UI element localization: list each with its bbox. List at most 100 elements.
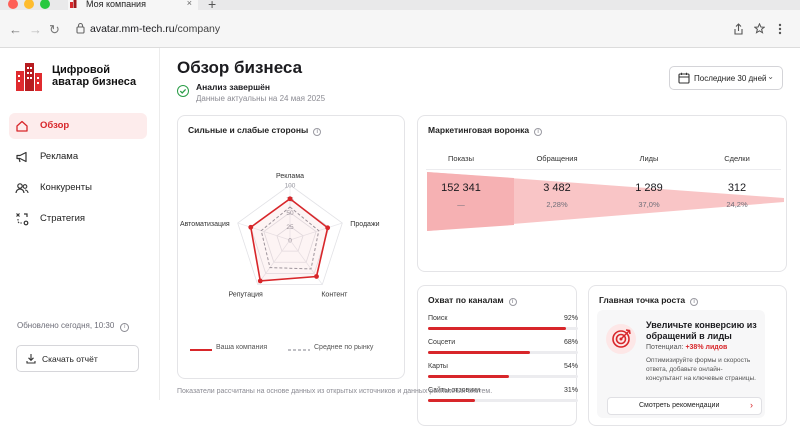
sidebar-item-strategy[interactable]: Стратегия — [9, 206, 147, 232]
download-icon — [26, 354, 36, 364]
radar-tick-label: 25 — [286, 224, 294, 231]
channel-percent: 54% — [563, 363, 578, 370]
update-status: Обновлено сегодня, 10:30 i — [17, 321, 130, 332]
bookmark-star-icon[interactable] — [754, 23, 765, 34]
legend-market-swatch — [288, 349, 310, 351]
funnel-stage-pct: 24,2% — [726, 200, 748, 209]
sidebar-item-label: Конкуренты — [40, 182, 92, 193]
company-data-point — [257, 278, 263, 284]
sidebar-item-overview[interactable]: Обзор — [9, 113, 147, 139]
radar-category-label: Репутация — [229, 291, 263, 298]
close-window-button[interactable] — [8, 0, 18, 9]
sidebar-item-label: Обзор — [40, 120, 70, 131]
radar-category-label: Автоматизация — [180, 221, 230, 228]
divider — [426, 169, 781, 170]
radar-spoke — [237, 222, 291, 241]
radar-grid-ring — [237, 184, 343, 285]
channel-name: Карты — [428, 363, 448, 370]
channel-bar-track — [428, 375, 578, 378]
reload-button[interactable]: ↻ — [49, 22, 60, 37]
radar-category-label: Контент — [321, 291, 348, 298]
browser-tab[interactable]: Моя компания × — [68, 0, 198, 10]
channel-percent: 68% — [563, 339, 578, 346]
potential-value: +38% лидов — [685, 344, 728, 351]
info-icon[interactable]: i — [508, 298, 517, 306]
strategy-icon — [16, 213, 29, 226]
sidebar-item-ads[interactable]: Реклама — [9, 144, 147, 170]
sidebar-item-label: Стратегия — [40, 213, 86, 224]
funnel-stage-value: 152 341 — [441, 182, 481, 194]
channel-name: Поиск — [428, 315, 448, 322]
company-series-line — [249, 197, 329, 282]
users-icon — [15, 183, 29, 194]
sidebar-item-label: Реклама — [40, 151, 79, 162]
growth-description: Оптимизируйте формы и скорость ответа, д… — [646, 357, 756, 382]
info-icon[interactable]: i — [534, 128, 543, 136]
channel-percent: 31% — [563, 387, 578, 394]
forward-button[interactable]: → — [29, 22, 42, 37]
footer-note: Показатели рассчитаны на основе данных и… — [177, 388, 493, 395]
status-subtitle: Данные актуальны на 24 мая 2025 — [196, 94, 326, 103]
info-icon[interactable]: i — [313, 128, 322, 136]
channel-name: Сайты-отзовики — [428, 387, 481, 394]
funnel-card: Маркетинговая воронка i Показы 152 341 — … — [417, 115, 787, 272]
info-icon[interactable]: i — [690, 298, 699, 306]
channels-card: Охват по каналам i Поиск 92% Соцсети 68% Карт… — [417, 285, 578, 426]
channels-title: Охват по каналам — [428, 295, 504, 305]
card-title: Маркетинговая воронка i — [428, 125, 543, 136]
sidebar-item-competitors[interactable]: Конкуренты — [9, 175, 147, 201]
minimize-window-button[interactable] — [24, 0, 34, 9]
channel-bar-fill — [428, 375, 509, 378]
company-data-point — [314, 274, 319, 279]
address-bar-row: ← → ↻ avatar.mm-tech.ru/company — [0, 10, 800, 48]
legend-company: Ваша компания — [216, 344, 268, 351]
funnel-stage-pct: 2,28% — [546, 200, 568, 209]
radar-spoke — [257, 239, 291, 285]
strengths-title: Сильные и слабые стороны — [188, 125, 309, 135]
back-button[interactable]: ← — [9, 22, 22, 37]
url-field[interactable]: avatar.mm-tech.ru/company — [70, 18, 790, 40]
browser-chrome: Моя компания × + ← → ↻ avatar.mm-tech.ru… — [0, 0, 800, 48]
new-tab-button[interactable]: + — [208, 0, 217, 12]
card-title: Охват по каналам i — [428, 295, 517, 306]
brand-name: Цифровой аватар бизнеса — [52, 64, 136, 88]
url-text: avatar.mm-tech.ru/company — [90, 23, 220, 35]
channel-percent: 92% — [563, 315, 578, 322]
funnel-stage-label: Показы — [448, 154, 474, 163]
funnel-stage-pct: — — [457, 200, 465, 209]
funnel-stage-label: Лиды — [639, 154, 659, 163]
chevron-right-icon: › — [750, 400, 753, 410]
potential-label: Потенциал: — [646, 344, 684, 351]
funnel-stage-label: Обращения — [536, 154, 578, 163]
share-icon[interactable] — [733, 23, 744, 35]
info-icon[interactable]: i — [120, 323, 130, 332]
date-range-select[interactable]: Последние 30 дней ⌄ — [669, 66, 783, 90]
channel-bar-fill — [428, 327, 566, 330]
url-host: avatar.mm-tech.ru — [90, 23, 175, 35]
radar-spoke — [289, 222, 343, 241]
favicon-icon — [70, 0, 77, 8]
growth-recommendation: Увеличьте конверсию из обращений в лиды … — [597, 310, 765, 418]
browser-menu-icon[interactable] — [778, 23, 782, 35]
funnel-shape — [427, 172, 784, 231]
channel-name: Соцсети — [428, 339, 456, 346]
company-data-point — [287, 196, 293, 202]
download-report-button[interactable]: Скачать отчёт — [16, 345, 139, 372]
legend-company-swatch — [190, 349, 212, 351]
button-label: Смотреть рекомендации — [639, 402, 720, 409]
growth-card: Главная точка роста i Увеличьте конверсию… — [588, 285, 787, 426]
tab-close-icon[interactable]: × — [186, 0, 192, 8]
check-circle-icon — [177, 85, 189, 97]
funnel-title: Маркетинговая воронка — [428, 125, 530, 135]
market-series-line — [260, 206, 320, 270]
maximize-window-button[interactable] — [40, 0, 50, 9]
channel-bar-track — [428, 327, 578, 330]
funnel-stage-pct: 37,0% — [638, 200, 660, 209]
radar-grid-ring — [263, 212, 317, 263]
radar-category-label: Продажи — [350, 221, 379, 228]
lock-icon — [76, 22, 85, 34]
chevron-down-icon: ⌄ — [767, 72, 774, 81]
channel-bar-fill — [428, 399, 475, 402]
legend-market: Среднее по рынку — [314, 344, 374, 351]
